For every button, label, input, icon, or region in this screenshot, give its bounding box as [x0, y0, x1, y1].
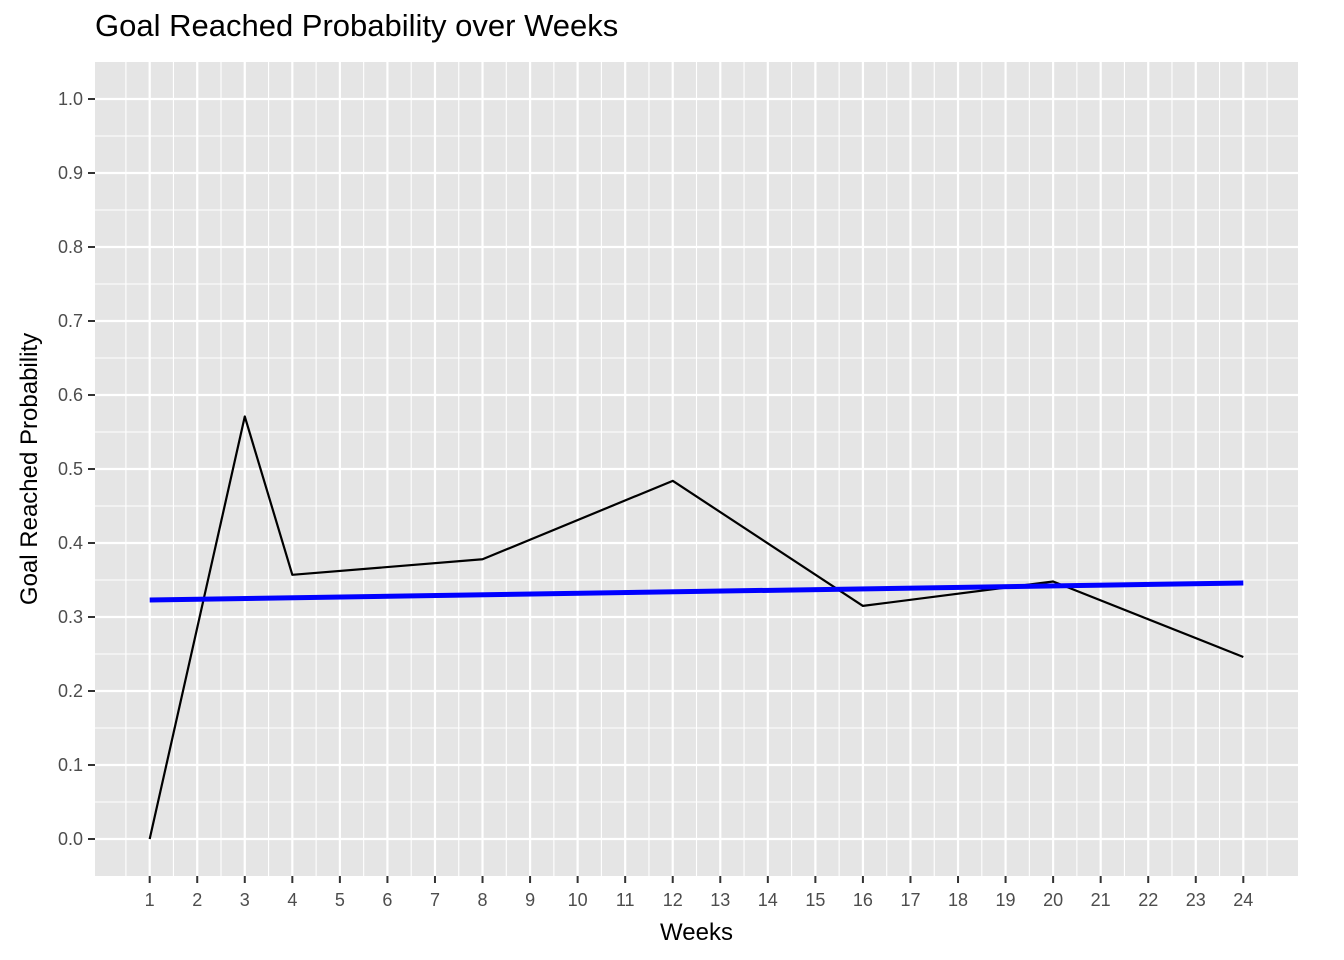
- x-tick-label: 11: [616, 890, 635, 910]
- y-axis-title: Goal Reached Probability: [16, 333, 43, 605]
- x-tick-label: 4: [287, 890, 297, 910]
- x-axis: 1 2 3 4 5 6 7 8 9 10 11 12 13 14 15 16 17 18 19 20 21 22 23 24: [145, 876, 1253, 910]
- y-tick-label: 0.0: [58, 829, 83, 849]
- x-tick-label: 14: [758, 890, 778, 910]
- y-tick-label: 0.7: [58, 311, 83, 331]
- x-tick-label: 8: [478, 890, 488, 910]
- chart-title: Goal Reached Probability over Weeks: [95, 8, 619, 43]
- x-tick-label: 9: [525, 890, 535, 910]
- x-tick-label: 15: [805, 890, 825, 910]
- x-tick-label: 3: [240, 890, 250, 910]
- y-tick-label: 0.2: [58, 681, 83, 701]
- y-tick-label: 0.9: [58, 163, 83, 183]
- x-tick-label: 13: [710, 890, 730, 910]
- x-tick-label: 22: [1138, 890, 1158, 910]
- y-tick-label: 0.6: [58, 385, 83, 405]
- y-tick-label: 0.1: [58, 755, 83, 775]
- x-tick-label: 21: [1091, 890, 1111, 910]
- x-tick-label: 1: [145, 890, 155, 910]
- x-tick-label: 7: [430, 890, 440, 910]
- y-axis: 0.0 0.1 0.2 0.3 0.4 0.5 0.6 0.7 0.8 0.9 1.0: [58, 89, 95, 849]
- x-tick-label: 12: [663, 890, 683, 910]
- x-tick-label: 19: [996, 890, 1016, 910]
- series-layer: [148, 415, 1244, 840]
- y-tick-label: 0.3: [58, 607, 83, 627]
- x-tick-label: 5: [335, 890, 345, 910]
- x-tick-label: 16: [853, 890, 873, 910]
- x-tick-label: 17: [900, 890, 920, 910]
- x-tick-label: 6: [382, 890, 392, 910]
- x-tick-label: 24: [1233, 890, 1253, 910]
- y-tick-label: 0.5: [58, 459, 83, 479]
- x-tick-label: 20: [1043, 890, 1063, 910]
- x-tick-label: 10: [568, 890, 588, 910]
- trend-line: [149, 580, 1244, 603]
- y-tick-label: 0.8: [58, 237, 83, 257]
- x-tick-label: 23: [1186, 890, 1206, 910]
- x-tick-label: 2: [192, 890, 202, 910]
- x-axis-title: Weeks: [660, 919, 733, 946]
- grid-major: [95, 62, 1298, 876]
- y-tick-label: 0.4: [58, 533, 83, 553]
- y-tick-label: 1.0: [58, 89, 83, 109]
- x-tick-label: 18: [948, 890, 968, 910]
